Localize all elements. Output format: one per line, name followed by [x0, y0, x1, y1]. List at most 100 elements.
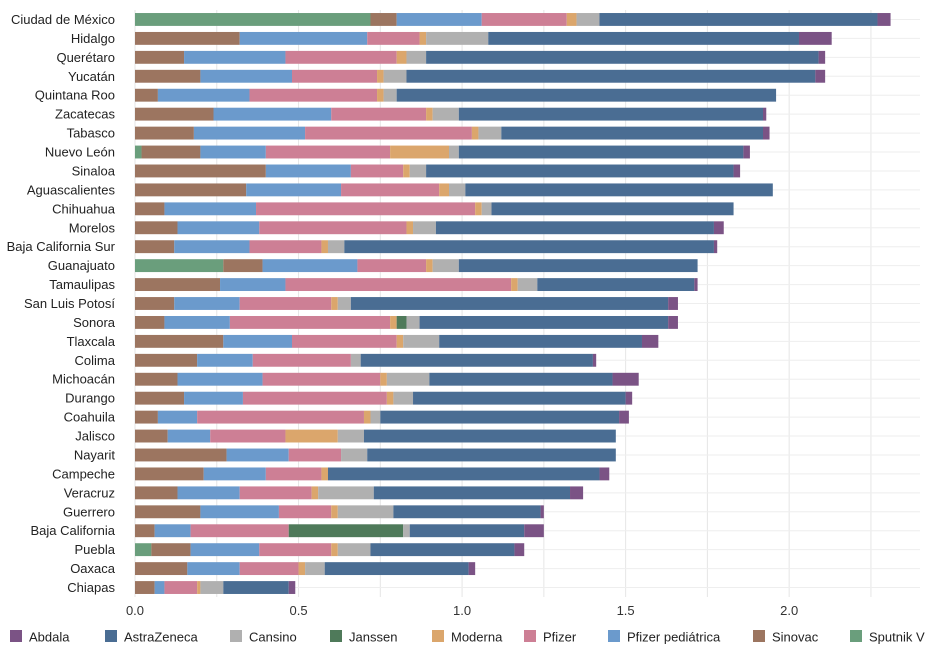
x-tick-label: 0.5 [290, 603, 308, 618]
bar-segment [135, 145, 142, 159]
bar-segment [177, 221, 260, 235]
bar-segment [471, 126, 479, 140]
bar-segment [177, 486, 240, 500]
bar-segment [288, 448, 342, 462]
bar-segment [298, 562, 306, 576]
bar-segment [193, 126, 306, 140]
bar-segment [818, 50, 826, 64]
category-label: Sonora [73, 315, 116, 330]
category-label: Ciudad de México [11, 12, 115, 27]
legend-label: Pfizer pediátrica [627, 630, 721, 645]
bar-segment [419, 31, 427, 45]
bar-segment [743, 145, 750, 159]
bar-segment [599, 13, 878, 26]
bar-segment [350, 353, 361, 367]
category-label: Veracruz [64, 485, 115, 500]
bar-segment [406, 69, 816, 83]
bar-segment [135, 107, 214, 121]
bar-segment [331, 543, 338, 557]
bar-segment [612, 372, 639, 386]
bar-segment [305, 562, 325, 576]
category-label: Tlaxcala [67, 334, 116, 349]
bar-segment [197, 410, 364, 424]
legend-label: Sinovac [772, 630, 819, 645]
legend-label: Pfizer [543, 630, 577, 645]
bar-segment [341, 183, 440, 197]
bar-segment [135, 88, 158, 102]
legend-swatch [230, 630, 242, 642]
category-label: Nayarit [74, 447, 116, 462]
bar-segment [167, 429, 211, 443]
category-label: Colima [75, 353, 116, 368]
bar-segment [370, 410, 381, 424]
bar-segment [135, 372, 178, 386]
x-axis-ticks: 0.0 0.5 1.0 1.5 2.0 [126, 603, 798, 618]
category-label: Coahuila [64, 410, 116, 425]
bar-segment [292, 69, 378, 83]
bar-segment [135, 69, 201, 83]
bar-segment [321, 240, 328, 254]
bar-segment [184, 50, 286, 64]
bar-segment [337, 297, 351, 310]
bar-segment [135, 486, 178, 500]
bar-segment [396, 334, 404, 348]
bar-segment [157, 88, 250, 102]
bar-segment [157, 410, 198, 424]
bar-segment [373, 486, 571, 500]
bar-segment [229, 315, 391, 329]
bar-segment [223, 581, 289, 594]
bar-segment [367, 448, 616, 462]
bar-segment [262, 259, 358, 273]
bar-segment [203, 467, 266, 481]
bar-segment [321, 467, 328, 481]
legend: Abdala AstraZeneca Cansino Janssen Moderna Pf… [10, 630, 925, 645]
bar-segment [576, 13, 600, 26]
bar-segment [426, 50, 819, 64]
bar-segment [135, 240, 175, 254]
bar-segment [285, 429, 338, 443]
legend-swatch [524, 630, 536, 642]
bar-segment [409, 524, 525, 538]
bar-segment [360, 353, 593, 367]
legend-swatch [330, 630, 342, 642]
bar-segment [265, 145, 391, 159]
category-label: Sinaloa [72, 163, 116, 178]
x-tick-label: 0.0 [126, 603, 144, 618]
bar-segment [733, 164, 741, 178]
category-label: Morelos [69, 220, 116, 235]
bar-segment [429, 372, 613, 386]
bar-segment [331, 107, 427, 121]
bar-segment [435, 221, 714, 235]
bar-segment [311, 486, 319, 500]
x-tick-label: 1.0 [453, 603, 471, 618]
bar-segment [135, 126, 194, 140]
bar-segment [426, 259, 433, 273]
bar-segment [458, 107, 763, 121]
bar-segment [324, 562, 469, 576]
bar-segment [278, 505, 332, 519]
bar-segment [259, 543, 332, 557]
bar-segment [449, 183, 466, 197]
bar-segment [341, 448, 368, 462]
bar-segment [151, 543, 191, 557]
category-label: Baja California [30, 523, 115, 538]
bar-segment [458, 145, 744, 159]
category-label: Puebla [75, 542, 116, 557]
bar-segment [135, 164, 266, 178]
bar-segment [406, 315, 420, 329]
category-label: Campeche [52, 466, 115, 481]
bar-segment [259, 221, 407, 235]
bar-segment [135, 429, 168, 443]
bar-segment [239, 562, 299, 576]
bar-segment [877, 13, 891, 26]
category-label: Querétaro [56, 50, 115, 65]
bar-segment [694, 278, 698, 292]
bar-segment [135, 410, 158, 424]
bar-segment [135, 50, 185, 64]
bar-segment [344, 240, 714, 254]
category-label: Baja California Sur [7, 239, 116, 254]
legend-label: AstraZeneca [124, 630, 198, 645]
bar-segment [242, 391, 387, 405]
y-axis-labels: Ciudad de México Hidalgo Querétaro Yucatán Q… [7, 12, 116, 595]
legend-label: Sputnik V [869, 630, 925, 645]
